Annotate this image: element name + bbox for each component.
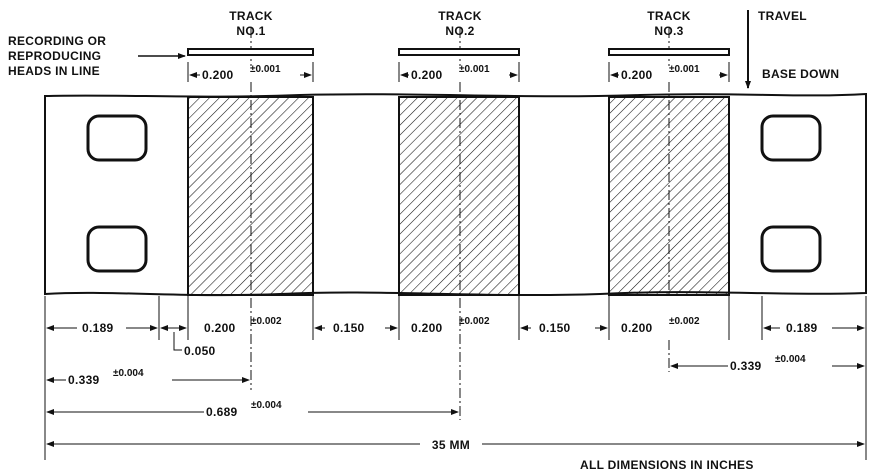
head-bar-2 <box>398 48 520 56</box>
head-1-width: 0.200 <box>202 68 234 82</box>
edge-left-dim: 0.189 <box>82 321 114 335</box>
track-3-title: TRACK <box>647 9 691 23</box>
track-1-number: NO.1 <box>236 24 265 38</box>
gap-small-dim: 0.050 <box>184 344 216 358</box>
head-3-width: 0.200 <box>621 68 653 82</box>
offset-left-dim: 0.339 <box>68 373 100 387</box>
heads-label-line2: REPRODUCING <box>8 49 101 63</box>
label-mask <box>409 66 509 80</box>
head-bar-1 <box>187 48 314 56</box>
sprocket-hole <box>760 225 822 273</box>
label-mask <box>728 354 832 370</box>
heads-label-line3: HEADS IN LINE <box>8 64 100 78</box>
label-mask <box>619 66 719 80</box>
label-mask <box>420 436 482 452</box>
overall-dim: 35 MM <box>432 438 470 452</box>
head-3-tolerance: ±0.001 <box>669 64 700 75</box>
heads-label-line1: RECORDING OR <box>8 34 106 48</box>
edge-right-dim: 0.189 <box>786 321 818 335</box>
travel-label: TRAVEL <box>758 9 807 23</box>
center-dim: 0.689 <box>206 405 238 419</box>
track-area-1 <box>187 28 314 390</box>
track-3-number: NO.3 <box>654 24 683 38</box>
track-area-2 <box>398 28 520 420</box>
track-3-width: 0.200 <box>621 321 653 335</box>
head-1-tolerance: ±0.001 <box>250 64 281 75</box>
offset-right-dim: 0.339 <box>730 359 762 373</box>
sprocket-hole <box>86 114 148 162</box>
extension-lines <box>44 296 867 460</box>
label-mask <box>200 66 300 80</box>
track-1-film-tolerance: ±0.002 <box>251 316 282 327</box>
center-tol: ±0.004 <box>251 400 282 411</box>
track-2-number: NO.2 <box>445 24 474 38</box>
track-3-film-tolerance: ±0.002 <box>669 316 700 327</box>
gap-2-dim: 0.150 <box>539 321 571 335</box>
track-2-title: TRACK <box>438 9 482 23</box>
label-mask <box>66 368 172 384</box>
offset-left-tol: ±0.004 <box>113 368 144 379</box>
head-2-tolerance: ±0.001 <box>459 64 490 75</box>
track-1-title: TRACK <box>229 9 273 23</box>
label-mask <box>204 400 308 416</box>
head-bar-3 <box>608 48 730 56</box>
track-2-width: 0.200 <box>411 321 443 335</box>
sprocket-hole <box>86 225 148 273</box>
track-2-film-tolerance: ±0.002 <box>459 316 490 327</box>
units-note: ALL DIMENSIONS IN INCHES <box>580 458 754 472</box>
offset-right-tol: ±0.004 <box>775 354 806 365</box>
gap-1-dim: 0.150 <box>333 321 365 335</box>
sprocket-hole <box>760 114 822 162</box>
track-1-width: 0.200 <box>204 321 236 335</box>
head-2-width: 0.200 <box>411 68 443 82</box>
gap-small-leader <box>173 332 182 351</box>
base-down-label: BASE DOWN <box>762 67 839 81</box>
